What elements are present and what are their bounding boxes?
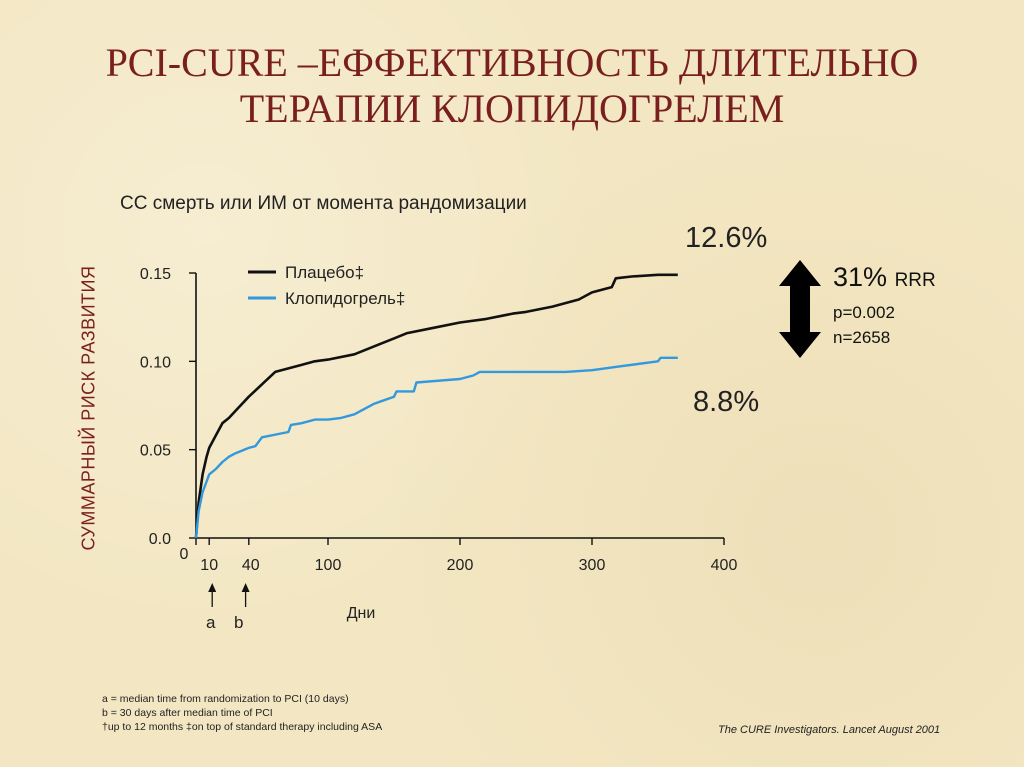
chart-axes: 0.0 0.05 0.10 0.15 0 10 40 100 200 300 400 Дни <box>140 266 738 622</box>
x-tick-label: 300 <box>579 557 606 574</box>
marker-b-label: b <box>234 613 244 632</box>
citation: The CURE Investigators. Lancet August 20… <box>718 724 941 736</box>
p-value: p=0.002 <box>833 303 895 322</box>
y-tick-label: 0.05 <box>140 443 171 460</box>
legend-label-1: Плацебо‡ <box>285 263 364 282</box>
clopidogrel-percent: 8.8% <box>693 386 760 418</box>
rrr-double-arrow-icon <box>779 260 821 358</box>
legend-label-2: Клопидогрель‡ <box>285 289 405 308</box>
n-value: n=2658 <box>833 328 891 347</box>
marker-a-label: a <box>206 613 216 632</box>
x-tick-label: 40 <box>242 557 260 574</box>
x-tick-label: 0 <box>180 546 189 563</box>
chart-lines <box>194 273 678 539</box>
rrr-value: 31% <box>833 262 888 292</box>
x-axis-label: Дни <box>347 605 376 622</box>
slide-title-line1: PCI-CURE –ЕФФЕКТИВНОСТЬ ДЛИТЕЛЬНО <box>105 40 919 85</box>
marker-arrowhead-a <box>208 583 217 592</box>
rrr-label: 31% RRR <box>833 262 936 293</box>
slide-title-line2: ТЕРАПИИ КЛОПИДОГРЕЛЕМ <box>239 86 785 131</box>
y-tick-label: 0.0 <box>149 531 171 548</box>
series-line-2 <box>194 356 678 539</box>
placebo-percent: 12.6% <box>685 222 768 254</box>
chart-arrows <box>208 260 821 607</box>
footnote-c: †up to 12 months ‡on top of standard the… <box>102 721 383 733</box>
y-tick-label: 0.10 <box>140 354 171 371</box>
y-tick-label: 0.15 <box>140 266 171 283</box>
rrr-unit: RRR <box>894 270 936 291</box>
footnote-b: b = 30 days after median time of PCI <box>102 707 273 719</box>
x-tick-label: 200 <box>447 557 474 574</box>
x-tick-label: 10 <box>200 557 218 574</box>
footnote-a: a = median time from randomization to PC… <box>102 693 349 705</box>
series-line-1 <box>194 273 678 539</box>
chart-title: СС смерть или ИМ от момента рандомизации <box>120 193 527 214</box>
x-tick-label: 400 <box>711 557 738 574</box>
x-tick-label: 100 <box>315 557 342 574</box>
chart-legend: Плацебо‡ Клопидогрель‡ <box>248 263 405 308</box>
marker-arrowhead-b <box>241 583 250 592</box>
slide-title: PCI-CURE –ЕФФЕКТИВНОСТЬ ДЛИТЕЛЬНО ТЕРАПИ… <box>0 40 1024 132</box>
